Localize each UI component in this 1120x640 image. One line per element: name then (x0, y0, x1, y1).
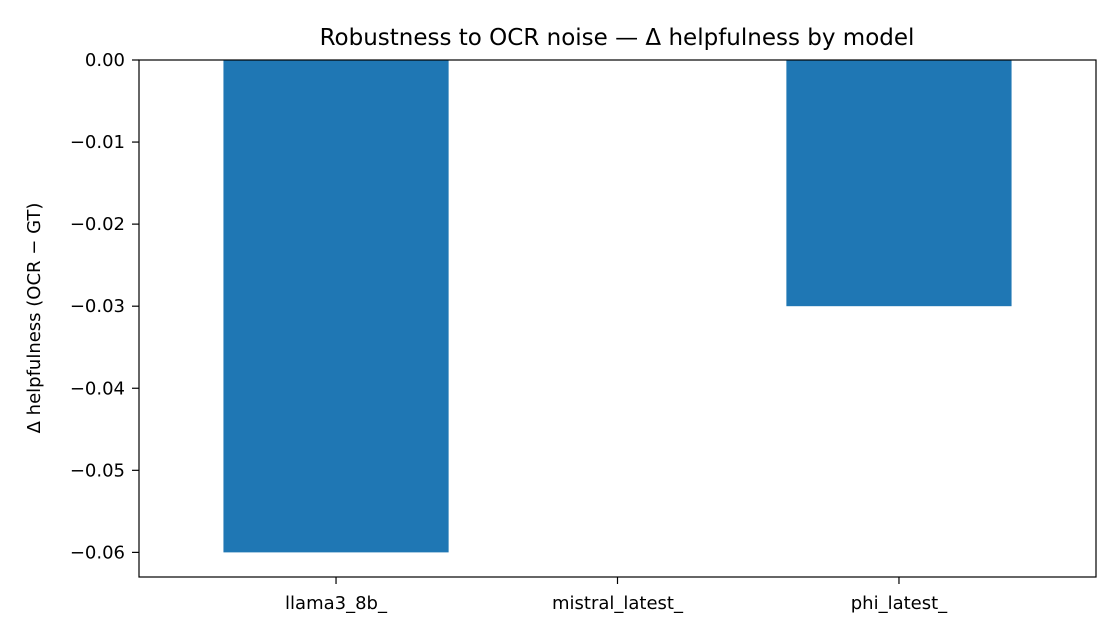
y-tick-label: 0.00 (85, 50, 125, 71)
y-tick-label: −0.04 (70, 378, 125, 399)
x-tick-label: mistral_latest_ (552, 593, 684, 614)
y-tick-label: −0.01 (70, 132, 125, 153)
x-tick-label: phi_latest_ (851, 593, 948, 614)
bars-group (223, 60, 1012, 553)
y-tick-label: −0.06 (70, 542, 125, 563)
y-axis-label: Δ helpfulness (OCR − GT) (24, 203, 45, 434)
x-axis-ticks: llama3_8b_ mistral_latest_ phi_latest_ (285, 577, 948, 614)
bar-phi_latest_ (786, 60, 1012, 307)
y-tick-label: −0.05 (70, 460, 125, 481)
bar-llama3_8b_ (223, 60, 449, 553)
y-axis-ticks: 0.00 −0.01 −0.02 −0.03 −0.04 −0.05 −0.06 (70, 50, 139, 563)
chart-title: Robustness to OCR noise — Δ helpfulness … (320, 25, 915, 51)
y-tick-label: −0.03 (70, 296, 125, 317)
x-tick-label: llama3_8b_ (285, 593, 388, 614)
y-tick-label: −0.02 (70, 214, 125, 235)
